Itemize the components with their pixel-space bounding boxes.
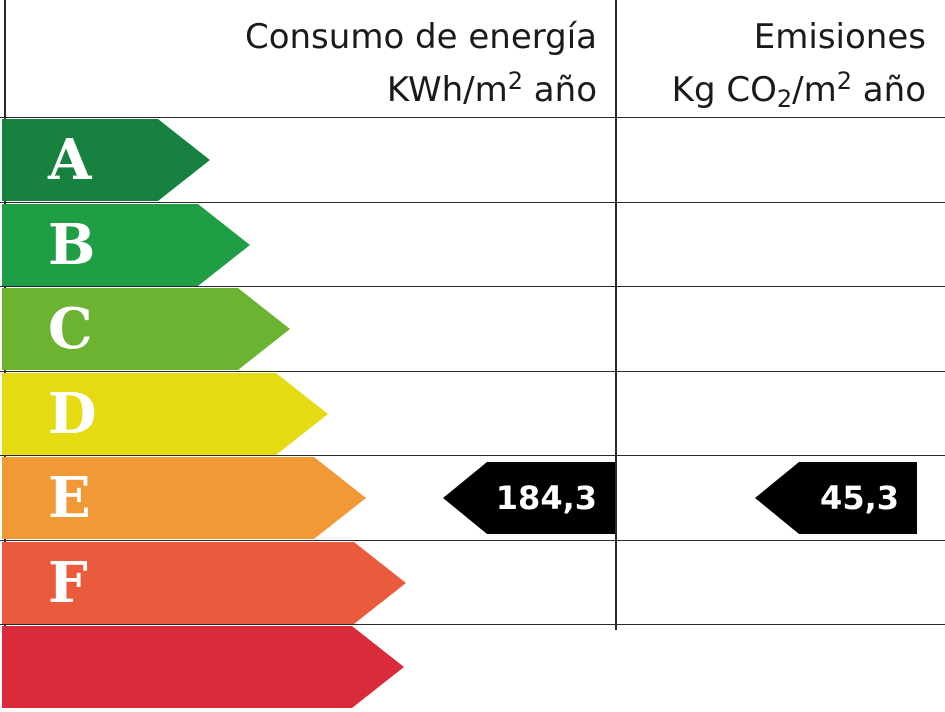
rating-letter: B [48, 212, 96, 278]
emissions-marker-shape [755, 462, 917, 534]
row-divider [0, 286, 945, 287]
rating-letter: F [48, 550, 88, 616]
emissions-column-header: Emisiones Kg CO2/m2 año [620, 15, 926, 121]
energy-header-title: Consumo de energía [244, 17, 597, 57]
emissions-header-unit: Kg CO2/m2 año [671, 67, 926, 113]
energy-marker-shape [443, 462, 615, 534]
energy-header-unit: KWh/m2 año [386, 67, 597, 110]
rating-letter: D [48, 381, 97, 447]
rating-arrow-shape [2, 626, 404, 708]
column-divider [615, 0, 617, 630]
rating-arrow-shape [2, 457, 366, 539]
emissions-value: 45,3 [820, 479, 899, 517]
rating-arrow-shape [2, 288, 290, 370]
rating-arrow-c: C [2, 288, 290, 370]
rating-arrow-shape [2, 119, 210, 201]
row-divider [0, 202, 945, 203]
rating-arrow-d: D [2, 373, 328, 455]
energy-column-header: Consumo de energía KWh/m2 año [0, 15, 597, 112]
row-divider [0, 117, 945, 118]
row-divider [0, 624, 945, 625]
rating-letter: C [48, 296, 93, 362]
rating-arrow-shape [2, 204, 250, 286]
rating-arrow-e: E [2, 457, 366, 539]
row-divider [0, 540, 945, 541]
rating-arrow-shape [2, 373, 328, 455]
rating-arrow-shape [2, 542, 406, 624]
energy-value: 184,3 [495, 479, 597, 517]
rating-arrow-g [2, 626, 404, 708]
rating-arrow-b: B [2, 204, 250, 286]
energy-value-marker: 184,3 [443, 462, 615, 534]
rating-arrow-a: A [2, 119, 210, 201]
emissions-header-title: Emisiones [753, 17, 926, 57]
emissions-value-marker: 45,3 [755, 462, 917, 534]
rating-letter: A [48, 127, 92, 193]
row-divider [0, 371, 945, 372]
row-divider [0, 455, 945, 456]
rating-arrow-f: F [2, 542, 406, 624]
rating-letter: E [48, 465, 91, 531]
